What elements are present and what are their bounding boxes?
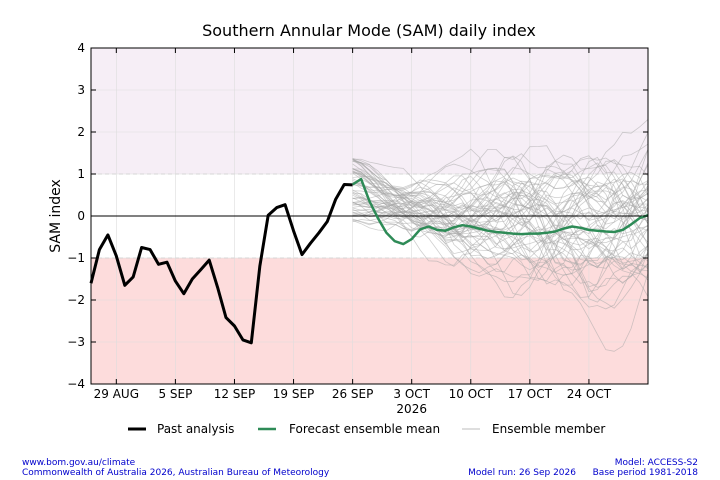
ensemble-member-line: [352, 189, 649, 267]
ensemble-member-line: [352, 158, 649, 253]
band-1: [91, 258, 648, 384]
ensemble-member-line: [352, 191, 649, 252]
y-tick-label: 2: [77, 125, 85, 139]
band-0: [91, 48, 648, 174]
ensemble-members: [352, 119, 649, 352]
ensemble-member-line: [352, 158, 649, 309]
ensemble-member-line: [352, 192, 649, 303]
y-tick-label: −2: [67, 293, 85, 307]
x-tick-label: 10 OCT: [449, 387, 494, 401]
y-tick-label: −3: [67, 335, 85, 349]
ensemble-member-line: [352, 168, 649, 310]
legend-label: Past analysis: [157, 422, 234, 436]
bom-website-link[interactable]: www.bom.gov.au/climate: [22, 458, 136, 468]
ensemble-member-line: [352, 171, 649, 222]
base-period-text: Base period 1981-2018: [592, 468, 698, 478]
ensemble-member-line: [352, 189, 649, 248]
ensemble-member-line: [352, 172, 649, 276]
axis-ticks: −4 −3 −2 −1 0 1 2 3 4 29 AUG 5 SEP 12 SEP 19 SEP 26 S…: [67, 41, 648, 416]
footer-right: Model: ACCESS-S2 Base period 1981-2018: [560, 458, 698, 478]
y-tick-label: 4: [77, 41, 85, 55]
y-tick-label: 1: [77, 167, 85, 181]
ensemble-member-line: [352, 170, 649, 230]
x-tick-label: 3 OCT: [393, 387, 430, 401]
ensemble-member-line: [352, 157, 649, 230]
y-tick-label: 0: [77, 209, 85, 223]
year-label: 2026: [396, 402, 427, 416]
x-tick-label: 5 SEP: [158, 387, 192, 401]
y-tick-label: −4: [67, 377, 85, 391]
ensemble-member-line: [352, 167, 649, 225]
ensemble-member-line: [352, 143, 649, 219]
x-tick-label: 26 SEP: [332, 387, 374, 401]
legend: Past analysis Forecast ensemble mean Ensem…: [128, 422, 605, 436]
ensemble-member-line: [352, 175, 649, 286]
ensemble-mean-line: [351, 177, 649, 246]
x-tick-label: 19 SEP: [273, 387, 315, 401]
index-bands: [91, 48, 648, 384]
x-tick-label: 12 SEP: [214, 387, 256, 401]
y-axis-label: SAM index: [48, 179, 64, 253]
legend-label: Ensemble member: [492, 422, 605, 436]
x-tick-label: 29 AUG: [94, 387, 139, 401]
ensemble-member-line: [352, 159, 649, 271]
series-layer: [89, 177, 649, 345]
footer-left: www.bom.gov.au/climate Commonwealth of A…: [22, 458, 329, 478]
legend-label: Forecast ensemble mean: [289, 422, 440, 436]
footer-middle: Model run: 26 Sep 2026: [420, 458, 576, 478]
copyright-text: Commonwealth of Australia 2026, Australi…: [22, 468, 330, 478]
y-tick-label: −1: [67, 251, 85, 265]
y-tick-label: 3: [77, 83, 85, 97]
model-run-text: Model run: 26 Sep 2026: [468, 468, 576, 478]
model-text: Model: ACCESS-S2: [614, 458, 698, 468]
ensemble-member-line: [352, 168, 649, 298]
x-tick-label: 17 OCT: [508, 387, 553, 401]
ensemble-member-line: [352, 148, 649, 286]
ensemble-member-line: [352, 161, 649, 265]
chart-title: Southern Annular Mode (SAM) daily index: [202, 21, 536, 40]
ensemble-member-line: [352, 132, 649, 216]
ensemble-member-line: [352, 159, 649, 282]
x-tick-label: 24 OCT: [567, 387, 612, 401]
ensemble-member-line: [352, 181, 649, 237]
ensemble-member-line: [352, 119, 649, 271]
ensemble-member-line: [352, 149, 649, 281]
past-analysis-line: [89, 183, 353, 345]
